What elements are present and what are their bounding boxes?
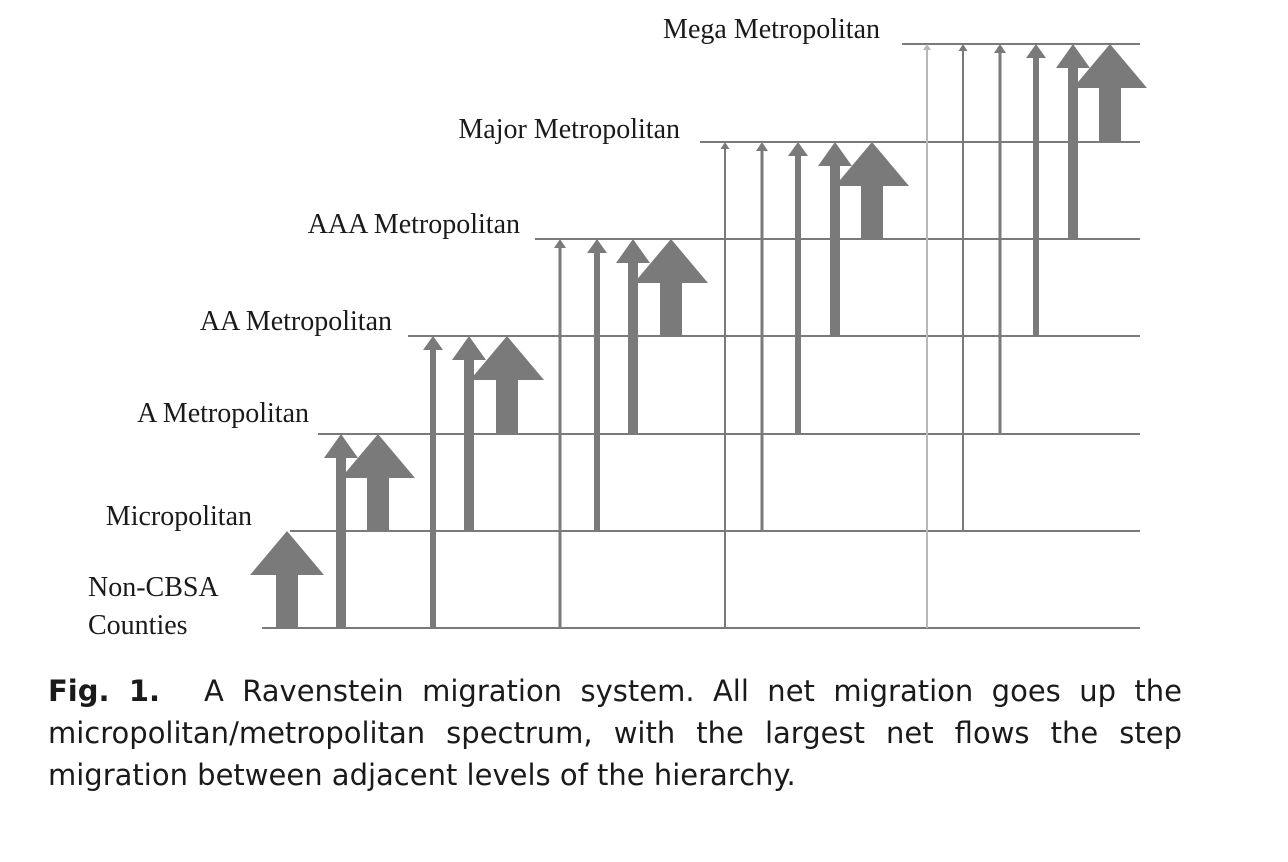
flow-arrow-4-5 [835,142,909,239]
flow-arrow-0-2 [324,434,358,628]
figure-caption: Fig. 1. A Ravenstein migration system. Al… [48,670,1182,796]
flow-arrow-0-4 [554,239,566,628]
level-label-6: Mega Metropolitan [663,14,880,45]
flow-arrow-3-6 [1026,44,1046,336]
flow-arrow-1-6 [958,44,968,531]
flow-arrow-5-6 [1073,44,1147,142]
level-label-3: AA Metropolitan [200,306,392,337]
level-label-5: Major Metropolitan [458,114,680,145]
flow-arrow-0-5 [720,142,730,628]
flow-arrow-0-3 [423,336,443,628]
flow-arrow-4-6 [1056,44,1090,239]
flow-arrow-1-4 [587,239,607,531]
flow-arrow-0-1 [250,531,324,628]
flow-arrow-2-3 [470,336,544,434]
flow-arrow-0-6 [923,44,931,628]
caption-label: Fig. 1. [48,674,161,708]
flow-arrow-3-5 [818,142,852,336]
flow-arrow-2-5 [788,142,808,434]
migration-diagram: Non-CBSA Counties Micropolitan A Metropolit… [88,14,1147,641]
level-label-2: A Metropolitan [137,398,309,429]
flow-arrow-1-5 [756,142,768,531]
flow-arrow-2-6 [994,44,1006,434]
flow-arrow-1-2 [341,434,415,531]
level-label-0: Non-CBSA Counties [88,572,219,641]
caption-text: A Ravenstein migration system. All net m… [48,674,1182,792]
flow-arrow-2-4 [616,239,650,434]
flow-arrow-3-4 [634,239,708,336]
level-label-1: Micropolitan [106,501,252,532]
flow-arrow-1-3 [452,336,486,531]
level-label-4: AAA Metropolitan [308,209,520,240]
